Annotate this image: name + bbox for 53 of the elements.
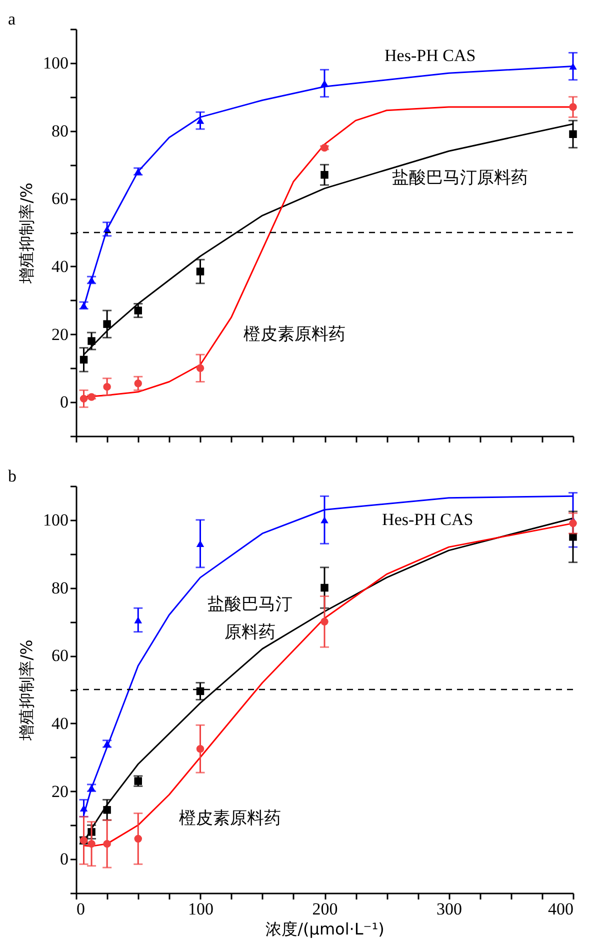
point (103, 840, 111, 848)
y-tick-label: 40 (52, 256, 68, 276)
y-tick-label: 100 (43, 53, 68, 72)
point (569, 519, 577, 528)
point (103, 382, 111, 391)
point (320, 170, 328, 179)
chart-title: b (8, 466, 16, 486)
y-tick-label: 80 (52, 578, 68, 598)
y-tick-label: 0 (60, 392, 68, 412)
y-tick-label: 60 (52, 189, 68, 208)
y-tick-label: 20 (52, 782, 68, 801)
y-tick-label: 0 (60, 850, 68, 869)
point (196, 744, 204, 753)
point (134, 306, 142, 314)
x-tick-label: 200 (312, 900, 338, 918)
point (569, 130, 577, 138)
point (320, 618, 328, 626)
series-label: 橙皮素原料药 (244, 324, 346, 344)
point (134, 834, 142, 843)
x-tick-label: 400 (548, 900, 574, 918)
y-axis-title: 增殖抑制率/% (17, 182, 36, 284)
x-tick-label: 100 (188, 900, 214, 918)
series-label: 盐酸巴马汀原料药 (392, 168, 528, 188)
series-label: 橙皮素原料药 (179, 808, 282, 828)
point (569, 103, 577, 111)
series-label: Hes-PH CAS (384, 46, 476, 66)
y-tick-label: 20 (52, 324, 68, 344)
point (80, 356, 88, 364)
chart-title: a (8, 9, 16, 28)
y-tick-label: 60 (52, 646, 68, 666)
point (196, 364, 204, 372)
point (80, 394, 88, 403)
y-tick-label: 40 (52, 714, 68, 733)
y-tick-label: 80 (52, 121, 68, 140)
point (134, 777, 142, 785)
series-label: 盐酸巴马汀原料药 (207, 594, 292, 643)
point (88, 337, 96, 345)
series-label: Hes-PH CAS (382, 510, 474, 529)
point (103, 806, 111, 814)
point (88, 840, 96, 848)
x-axis-title: 浓度/(μmol·L⁻¹) (266, 920, 384, 938)
y-tick-label: 100 (43, 510, 68, 530)
point (320, 80, 328, 87)
point (134, 616, 142, 624)
point (320, 516, 328, 524)
point (196, 687, 204, 696)
point (134, 380, 142, 388)
point (196, 268, 204, 276)
point (103, 320, 111, 328)
point (320, 584, 328, 592)
x-tick-label: 300 (436, 900, 462, 918)
y-axis-title: 增殖抑制率/% (17, 640, 36, 742)
x-tick-label: 0 (76, 900, 85, 918)
